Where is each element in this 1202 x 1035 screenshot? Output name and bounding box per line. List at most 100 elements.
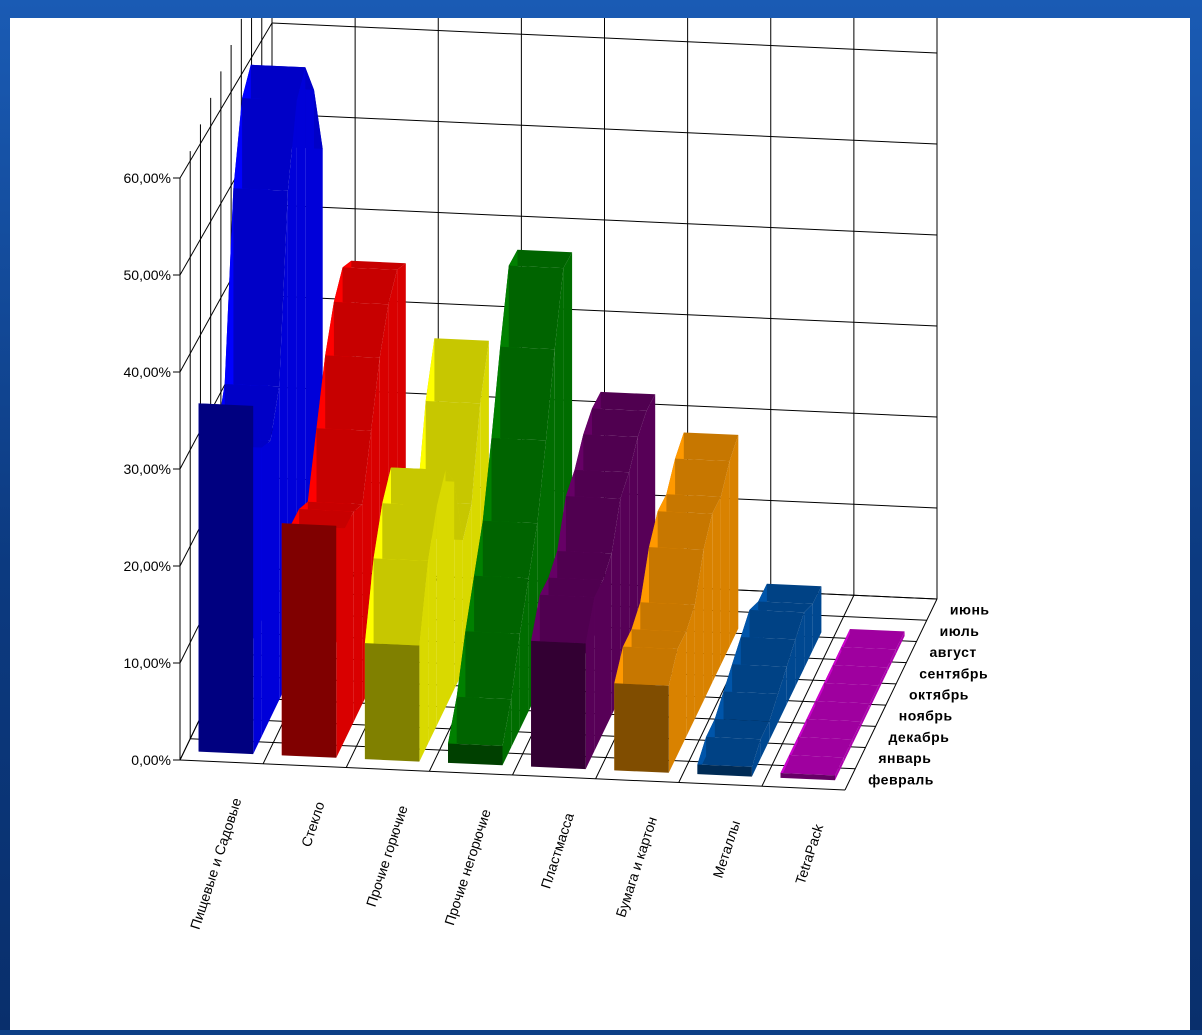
y-tick-label: 60,00% xyxy=(124,170,171,186)
ribbon-top-face xyxy=(666,458,730,497)
ribbon-series xyxy=(780,629,905,781)
ribbon-top-face xyxy=(548,551,612,581)
ribbon-top-face xyxy=(482,438,546,524)
ribbon-side-face xyxy=(804,603,813,669)
ribbon-side-face xyxy=(261,440,271,736)
ribbon-side-face xyxy=(835,757,844,781)
ribbon-series xyxy=(614,432,739,773)
ribbon-front-cap xyxy=(697,764,752,777)
ribbon-front-cap xyxy=(364,643,420,762)
ribbon-top-face xyxy=(242,64,306,101)
ribbon-series xyxy=(198,64,323,755)
ribbon-top-face xyxy=(723,664,787,694)
ribbon-top-face xyxy=(614,646,678,686)
ribbon-series xyxy=(531,391,656,770)
ribbon-top-face xyxy=(623,629,687,649)
ribbon-top-face xyxy=(780,755,844,776)
ribbon-side-face xyxy=(720,461,730,665)
ribbon-side-face xyxy=(336,525,345,758)
ribbon-side-face xyxy=(345,511,354,740)
ribbon-top-face xyxy=(224,188,288,387)
ribbon-top-face xyxy=(675,432,739,462)
ribbon-side-face xyxy=(585,597,595,770)
month-label: июнь xyxy=(950,602,990,618)
month-label: август xyxy=(929,644,976,660)
ribbon-side-face xyxy=(812,586,822,651)
ribbon-side-face xyxy=(751,739,761,777)
ribbon-top-face xyxy=(565,469,630,499)
ribbon-top-face xyxy=(333,267,398,305)
ribbon-left-face xyxy=(806,701,816,724)
ribbon-top-face xyxy=(697,736,761,767)
ribbon-top-face xyxy=(474,520,538,579)
ribbon-top-face xyxy=(539,577,603,598)
ribbon-side-face xyxy=(686,604,695,737)
ribbon-left-face xyxy=(832,647,842,670)
ribbon-top-face xyxy=(290,509,354,529)
ribbon-side-face xyxy=(786,639,796,705)
ribbon-top-face xyxy=(732,637,796,667)
month-label: октябрь xyxy=(909,687,969,703)
y-tick-label: 30,00% xyxy=(124,461,171,477)
ribbon-top-face xyxy=(342,260,406,270)
ribbon-top-face xyxy=(640,547,704,605)
ribbon-side-face xyxy=(895,631,905,655)
category-labels: Пищевые и Садовые Стекло Прочие горючие Про… xyxy=(187,796,827,932)
ribbon-side-face xyxy=(887,649,896,673)
month-labels: февраль январь декабрь ноябрь октябрь сентябр… xyxy=(868,602,989,788)
ribbon-left-face xyxy=(780,755,790,778)
ribbon-top-face xyxy=(508,249,573,269)
category-label: Пищевые и Садовые xyxy=(187,796,245,932)
ribbon-side-face xyxy=(878,667,888,691)
ribbon-side-face xyxy=(760,721,770,759)
ribbon-top-face xyxy=(382,467,446,506)
chart-area: 0,00% 10,00% 20,00% 30,00% 40,00% 50,00% 60,00… xyxy=(10,0,1190,1030)
category-label: Прочие горючие xyxy=(363,803,411,909)
floor-vline xyxy=(844,598,938,791)
ribbon-left-face xyxy=(824,665,833,688)
floor-vline xyxy=(761,595,855,787)
ribbon-top-face xyxy=(307,428,372,505)
ribbon-side-face xyxy=(869,685,879,709)
ribbon-side-face xyxy=(861,703,870,727)
category-label: Стекло xyxy=(298,799,328,848)
ribbon-top-face xyxy=(797,719,862,740)
ribbon-side-face xyxy=(428,505,437,744)
ribbon-series xyxy=(697,583,822,777)
ribbon-top-face xyxy=(714,691,778,722)
ribbon-top-face xyxy=(806,701,870,722)
ribbon-side-face xyxy=(502,699,512,766)
month-label: февраль xyxy=(868,771,934,787)
month-label: июль xyxy=(940,623,980,639)
ribbon-side-face xyxy=(668,649,678,773)
ribbon-side-face xyxy=(511,633,520,748)
month-label: декабрь xyxy=(889,729,950,745)
ribbon-front-cap xyxy=(614,683,669,773)
ribbon-top-face xyxy=(789,737,853,758)
ribbon-side-face xyxy=(519,578,529,730)
ribbon-top-face xyxy=(491,346,555,441)
category-label: Бумага и картон xyxy=(612,815,660,920)
category-label: Пластмасса xyxy=(537,811,577,891)
ribbon-top-face xyxy=(373,503,437,561)
ribbon-top-face xyxy=(500,265,564,350)
month-label: сентябрь xyxy=(919,665,988,681)
month-label: ноябрь xyxy=(899,708,953,724)
ribbon-side-face xyxy=(769,694,778,741)
ribbon-side-face xyxy=(270,386,280,718)
ribbon-top-face xyxy=(706,718,770,740)
month-label: январь xyxy=(878,750,931,766)
ribbon-side-face xyxy=(603,553,612,733)
ribbon-series xyxy=(448,249,573,766)
ribbon-side-face xyxy=(778,666,787,723)
ribbon-series xyxy=(281,260,406,758)
ribbon-side-face xyxy=(703,513,713,701)
ribbon-top-face xyxy=(574,434,638,473)
ribbon-top-face xyxy=(364,558,429,646)
ribbon-side-face xyxy=(419,560,429,762)
ribbon-top-face xyxy=(841,629,905,650)
ribbon-top-face xyxy=(316,355,380,431)
ribbon-side-face xyxy=(712,496,721,683)
y-tick-label: 50,00% xyxy=(124,267,171,283)
